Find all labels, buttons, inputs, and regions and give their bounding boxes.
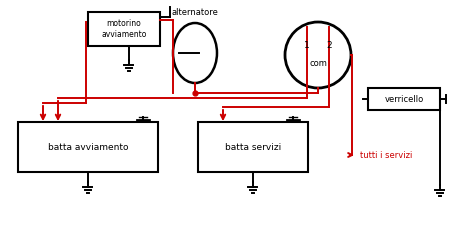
Text: com: com (309, 59, 327, 67)
Bar (368, 88, 440, 110)
Text: motorino
avviamento: motorino avviamento (101, 19, 146, 39)
Bar (88, 12, 160, 46)
Text: alternatore: alternatore (172, 8, 219, 17)
Text: 2: 2 (326, 40, 332, 49)
Text: batta avviamento: batta avviamento (48, 143, 128, 151)
Bar (18, 122, 158, 172)
Text: 1: 1 (304, 40, 310, 49)
Text: tutti i servizi: tutti i servizi (360, 151, 412, 160)
Text: batta servizi: batta servizi (225, 143, 281, 151)
Text: verricello: verricello (384, 94, 424, 104)
Bar (198, 122, 308, 172)
